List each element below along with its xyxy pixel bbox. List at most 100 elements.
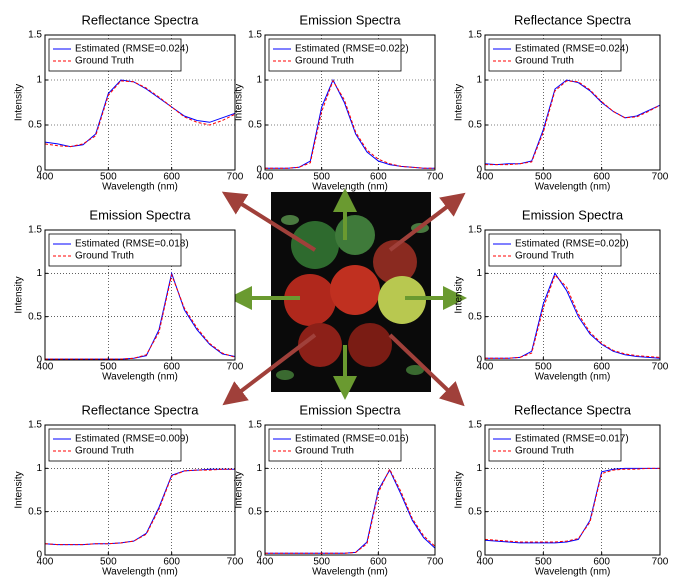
x-tick-label: 500 (100, 557, 117, 568)
y-tick-label: 0.5 (468, 120, 482, 131)
series-line (484, 467, 660, 544)
y-tick-label: 1.5 (28, 30, 42, 41)
x-tick-label: 600 (370, 557, 387, 568)
x-tick-label: 700 (227, 172, 244, 183)
x-tick-label: 400 (477, 557, 494, 568)
x-tick-label: 700 (652, 557, 669, 568)
series-line (485, 80, 661, 166)
x-axis-label: Wavelength (nm) (535, 567, 611, 578)
chart-title: Reflectance Spectra (514, 402, 632, 417)
y-tick-label: 1.5 (248, 30, 262, 41)
y-tick-label: 0 (256, 165, 262, 176)
chart-title: Reflectance Spectra (81, 402, 199, 417)
x-tick-label: 700 (227, 557, 244, 568)
series-line (484, 467, 660, 543)
y-tick-label: 1.5 (468, 225, 482, 236)
legend-box (268, 428, 402, 462)
y-tick-label: 1 (256, 75, 262, 86)
x-tick-label: 400 (37, 362, 54, 373)
legend-label: Ground Truth (295, 56, 354, 67)
y-tick-label: 0 (36, 165, 42, 176)
chart-title: Emission Spectra (299, 402, 401, 417)
y-tick-label: 1 (36, 463, 42, 474)
y-tick-label: 1 (476, 75, 482, 86)
y-tick-label: 0 (476, 165, 482, 176)
y-tick-label: 0 (476, 355, 482, 366)
x-tick-label: 500 (535, 557, 552, 568)
series-line (485, 272, 661, 359)
legend: Estimated (RMSE=0.024)Ground Truth (48, 38, 189, 72)
x-tick-label: 600 (370, 172, 387, 183)
y-tick-label: 0.5 (468, 506, 482, 517)
y-tick-label: 0.5 (28, 311, 42, 322)
x-tick-label: 700 (227, 362, 244, 373)
legend-label: Estimated (RMSE=0.022) (295, 44, 409, 55)
x-tick-label: 500 (100, 172, 117, 183)
axes-frame (44, 34, 236, 171)
legend: Estimated (RMSE=0.018)Ground Truth (48, 233, 189, 267)
legend-label: Estimated (RMSE=0.016) (295, 434, 409, 445)
x-tick-label: 600 (593, 172, 610, 183)
x-axis-label: Wavelength (nm) (535, 372, 611, 383)
legend-label: Ground Truth (515, 446, 574, 457)
legend-label: Estimated (RMSE=0.020) (515, 239, 629, 250)
y-tick-label: 0.5 (468, 311, 482, 322)
chart-title: Emission Spectra (89, 207, 191, 222)
y-tick-label: 1 (476, 463, 482, 474)
axes-frame (484, 229, 661, 361)
subplot: 0 0.5 1 1.5 400 500 600 700 Reflectance Spectra W… (454, 12, 669, 192)
legend-label: Ground Truth (75, 251, 134, 262)
subplot: 0 0.5 1 1.5 400 500 600 700 Emission Spectra Wave… (234, 12, 444, 192)
y-tick-label: 0 (36, 355, 42, 366)
axes-frame (44, 424, 236, 556)
legend-box (48, 428, 182, 462)
x-axis-label: Wavelength (nm) (102, 182, 178, 193)
chart-title: Emission Spectra (299, 12, 401, 27)
axes-frame (484, 34, 661, 171)
legend-box (488, 428, 622, 462)
y-axis-label: Intensity (14, 471, 25, 508)
chart-title: Emission Spectra (522, 207, 624, 222)
y-axis-label: Intensity (454, 276, 465, 313)
legend: Estimated (RMSE=0.016)Ground Truth (268, 428, 409, 462)
subplot: 0 0.5 1 1.5 400 500 600 700 Emission Spectra Wave… (454, 207, 669, 382)
series-line (44, 468, 235, 546)
x-tick-label: 500 (313, 557, 330, 568)
y-axis-label: Intensity (14, 84, 25, 121)
legend-label: Estimated (RMSE=0.009) (75, 434, 189, 445)
y-tick-label: 1.5 (28, 225, 42, 236)
y-tick-label: 1 (36, 75, 42, 86)
x-axis-label: Wavelength (nm) (312, 567, 388, 578)
legend: Estimated (RMSE=0.017)Ground Truth (488, 428, 629, 462)
y-tick-label: 1 (476, 268, 482, 279)
subplot: 0 0.5 1 1.5 400 500 600 700 Reflectance Spectra W… (14, 402, 244, 577)
x-tick-label: 600 (163, 362, 180, 373)
series-line (45, 273, 236, 360)
legend-box (488, 233, 622, 267)
x-axis-label: Wavelength (nm) (102, 567, 178, 578)
x-tick-label: 400 (37, 557, 54, 568)
axes-frame (264, 34, 436, 171)
legend: Estimated (RMSE=0.022)Ground Truth (268, 38, 409, 72)
y-axis-label: Intensity (234, 471, 245, 508)
chart-title: Reflectance Spectra (81, 12, 199, 27)
y-tick-label: 0.5 (28, 506, 42, 517)
x-tick-label: 600 (593, 557, 610, 568)
y-tick-label: 0.5 (28, 120, 42, 131)
x-axis-label: Wavelength (nm) (312, 182, 388, 193)
x-tick-label: 400 (37, 172, 54, 183)
x-axis-label: Wavelength (nm) (102, 372, 178, 383)
subplot: 0 0.5 1 1.5 400 500 600 700 Reflectance Spectra W… (454, 402, 669, 577)
x-tick-label: 700 (652, 172, 669, 183)
series-line (265, 468, 436, 554)
y-tick-label: 0 (476, 550, 482, 561)
legend-label: Estimated (RMSE=0.017) (515, 434, 629, 445)
legend-box (488, 38, 622, 72)
x-tick-label: 400 (257, 557, 274, 568)
legend-box (268, 38, 402, 72)
x-tick-label: 500 (535, 362, 552, 373)
legend-label: Ground Truth (515, 251, 574, 262)
legend: Estimated (RMSE=0.020)Ground Truth (488, 233, 629, 267)
